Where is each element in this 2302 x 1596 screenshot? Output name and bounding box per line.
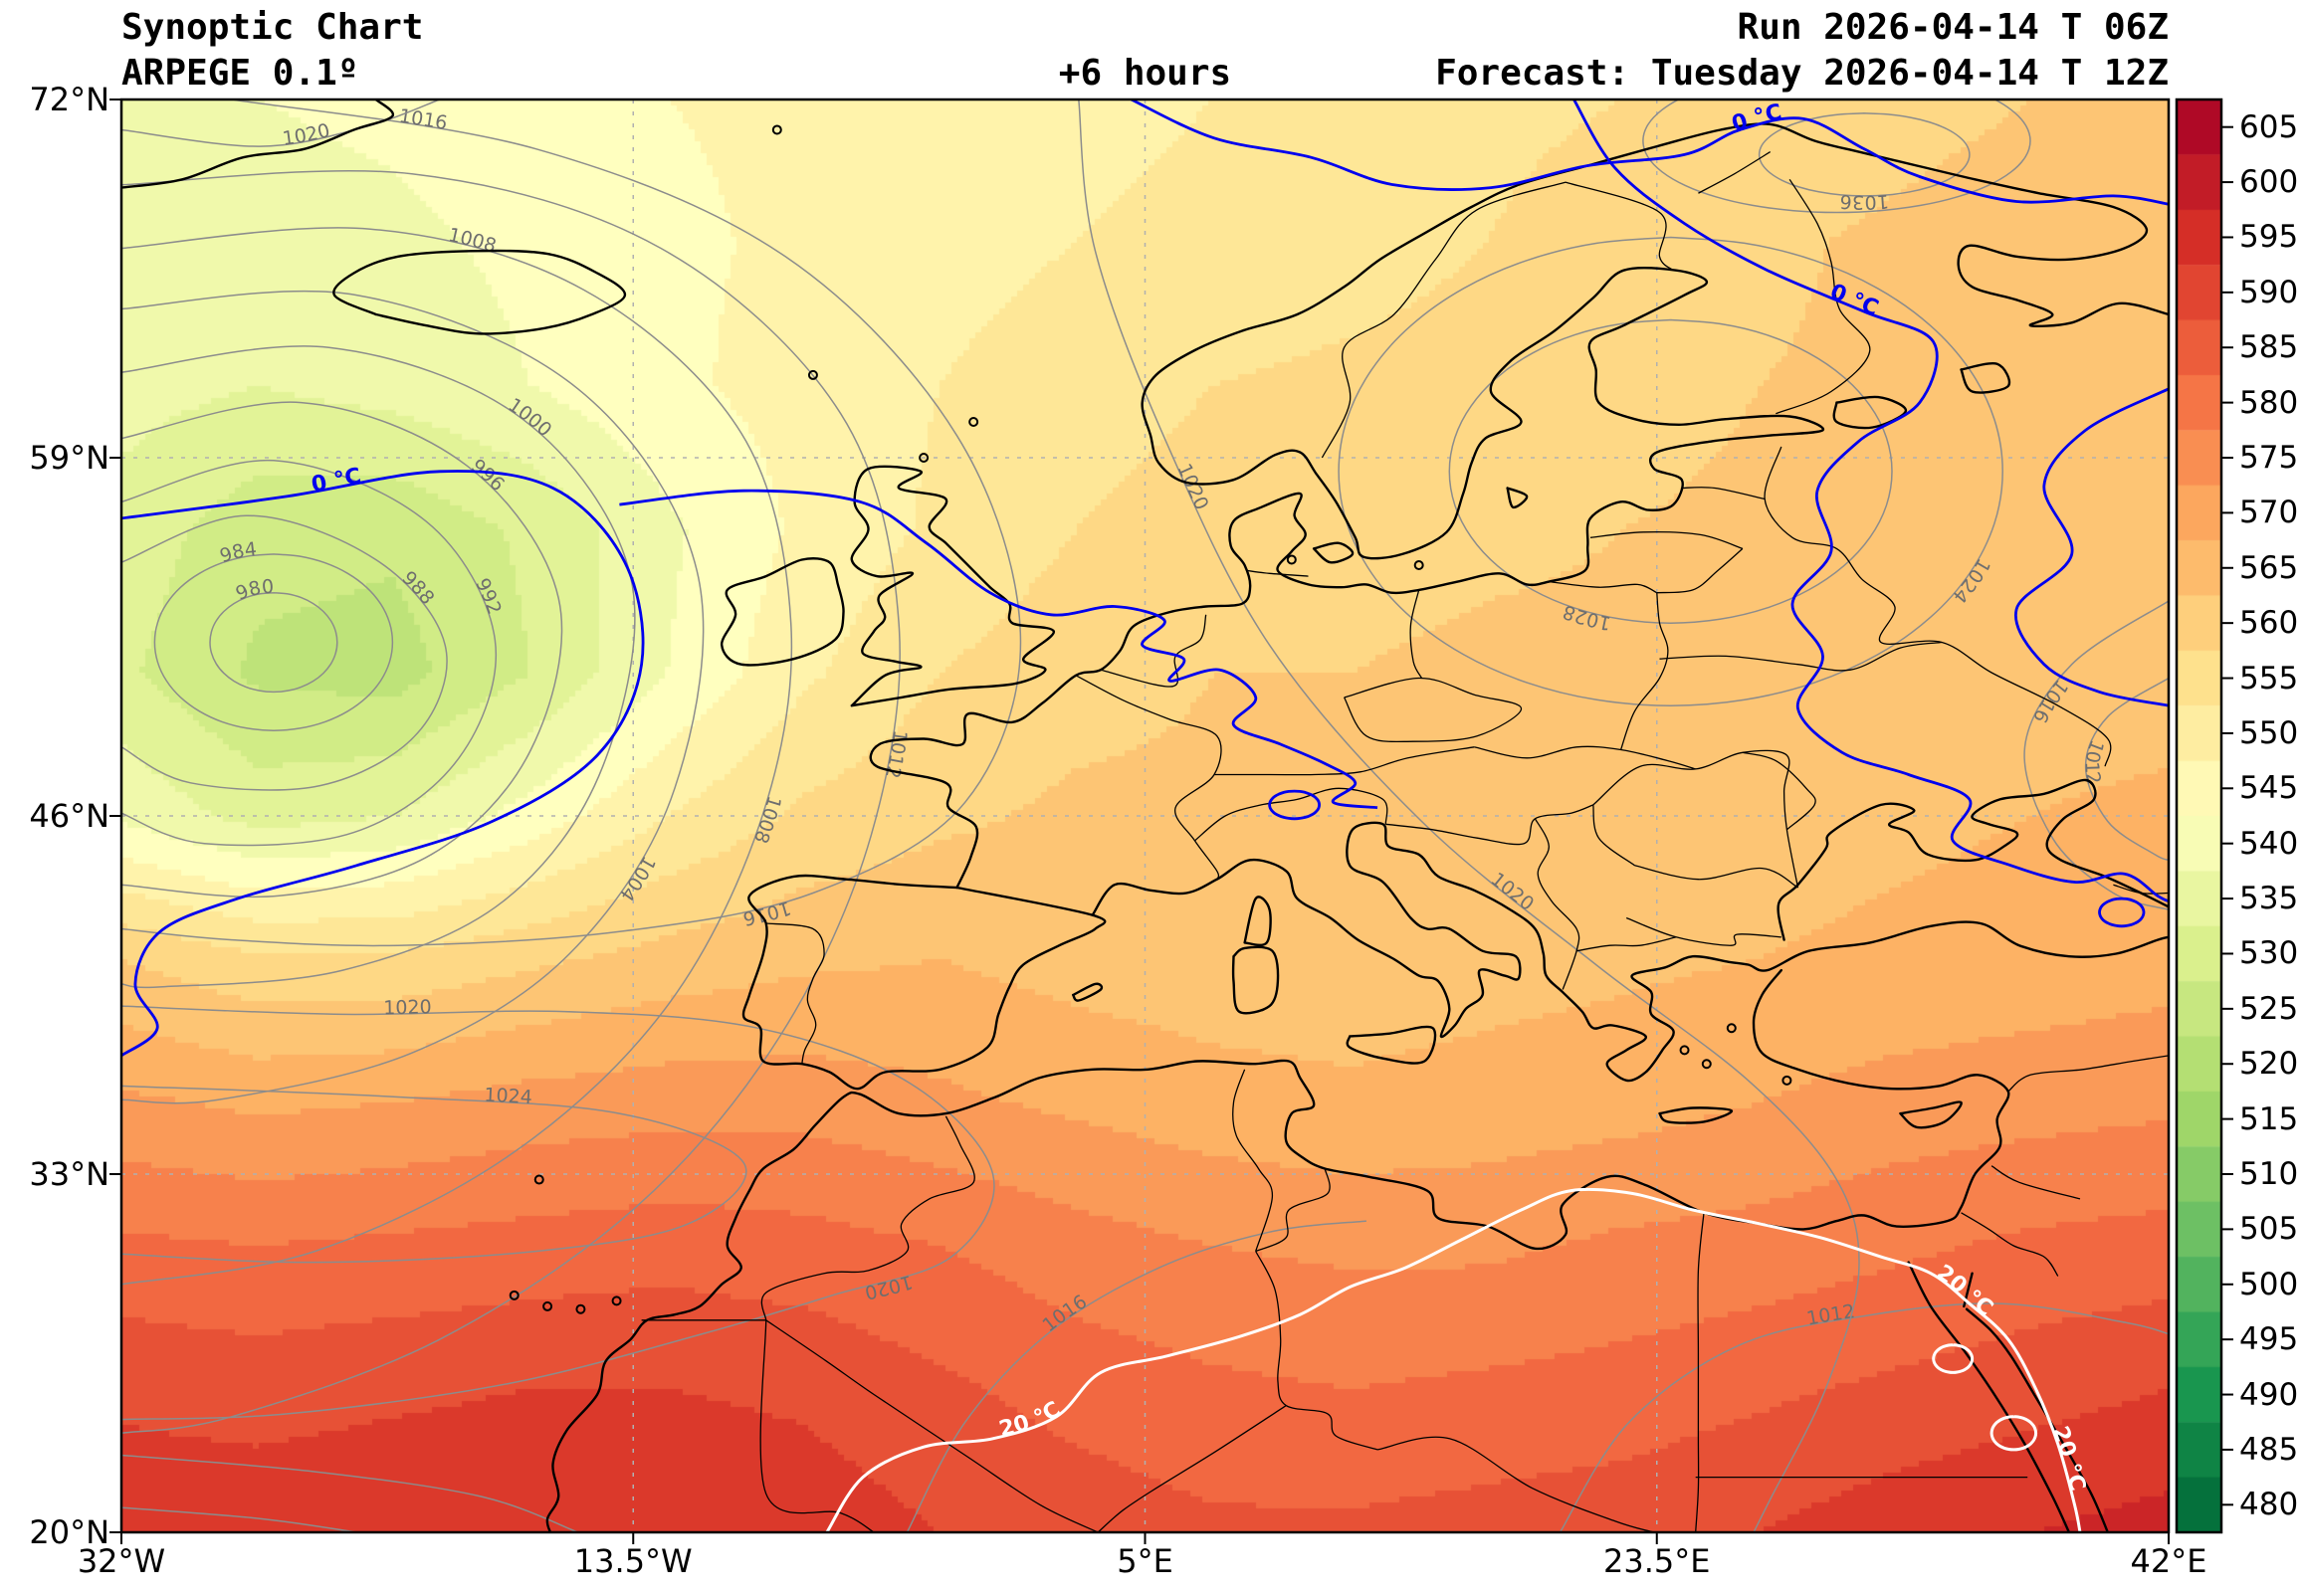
colorbar-tick-label: 480 (2239, 1487, 2299, 1523)
height-field-fill-canvas (121, 100, 2169, 1532)
colorbar-tick-label: 530 (2239, 935, 2299, 972)
colorbar-tick-label: 550 (2239, 714, 2299, 751)
colorbar-tick-label: 510 (2239, 1156, 2299, 1192)
colorbar-tick-label: 540 (2239, 825, 2299, 862)
colorbar-tick-label: 565 (2239, 549, 2299, 586)
x-tick-label: 42°E (2130, 1542, 2207, 1580)
colorbar-tick-label: 490 (2239, 1376, 2299, 1413)
colorbar-tick-label: 545 (2239, 770, 2299, 807)
colorbar-tick-label: 485 (2239, 1431, 2299, 1468)
model-label: ARPEGE 0.1º (121, 53, 359, 94)
x-tick-label: 32°W (77, 1542, 166, 1580)
lead-time-label: +6 hours (1058, 53, 1232, 94)
x-tick-label: 13.5°W (573, 1542, 693, 1580)
colorbar-tick-label: 560 (2239, 605, 2299, 642)
colorbar-tick-label: 585 (2239, 329, 2299, 366)
colorbar-tick-label: 555 (2239, 660, 2299, 697)
x-tick-label: 23.5°E (1603, 1542, 1711, 1580)
colorbar-tick-label: 505 (2239, 1211, 2299, 1248)
x-tick-label: 5°E (1117, 1542, 1173, 1580)
colorbar-segments-canvas (2177, 100, 2221, 1532)
y-tick-label: 59°N (29, 439, 109, 477)
colorbar-tick-label: 580 (2239, 384, 2299, 421)
colorbar-tick-label: 525 (2239, 990, 2299, 1027)
y-tick-label: 20°N (29, 1513, 109, 1551)
colorbar-tick-label: 595 (2239, 219, 2299, 256)
run-label: Run 2026-04-14 T 06Z (1737, 7, 2169, 48)
colorbar-tick-label: 575 (2239, 440, 2299, 476)
colorbar-tick-label: 590 (2239, 274, 2299, 310)
forecast-label: Forecast: Tuesday 2026-04-14 T 12Z (1435, 53, 2169, 94)
chart-title: Synoptic Chart (121, 7, 424, 48)
y-tick-label: 33°N (29, 1155, 109, 1193)
colorbar-tick-label: 520 (2239, 1046, 2299, 1083)
colorbar-tick-label: 535 (2239, 881, 2299, 917)
colorbar-tick-label: 500 (2239, 1266, 2299, 1302)
colorbar-tick-label: 600 (2239, 164, 2299, 201)
y-tick-label: 72°N (29, 81, 109, 118)
colorbar-tick-label: 605 (2239, 108, 2299, 145)
colorbar-tick-label: 515 (2239, 1100, 2299, 1137)
colorbar-tick-label: 495 (2239, 1321, 2299, 1358)
colorbar-tick-label: 570 (2239, 495, 2299, 531)
y-tick-label: 46°N (29, 797, 109, 835)
